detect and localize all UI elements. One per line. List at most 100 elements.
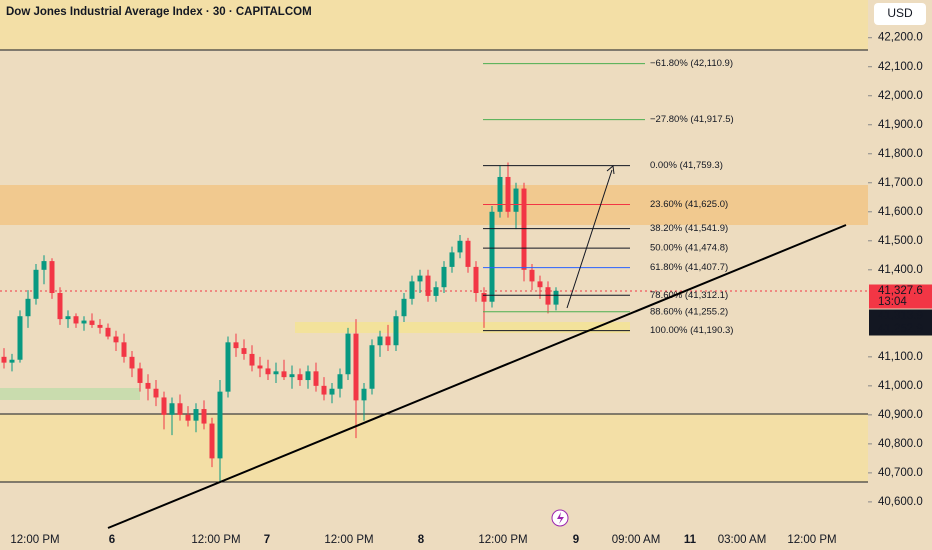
candle-body <box>473 266 479 294</box>
candle-body <box>241 348 247 354</box>
y-tick-label: 41,500.0 <box>878 235 923 247</box>
event-icon-bolt <box>557 512 564 524</box>
y-tick-label: 40,700.0 <box>878 467 923 479</box>
candle-body <box>401 298 407 317</box>
y-tick-label: 41,400.0 <box>878 264 923 276</box>
candle-body <box>57 293 63 320</box>
candle-body <box>137 368 143 383</box>
y-tick-label: 41,000.0 <box>878 380 923 392</box>
candle-body <box>433 287 439 296</box>
y-tick-label: 40,600.0 <box>878 496 923 508</box>
candle-body <box>89 320 95 325</box>
candle-body <box>33 269 39 299</box>
price-tag <box>869 322 932 336</box>
candle-body <box>129 356 135 369</box>
candle-body <box>305 371 311 381</box>
y-tick-label: 41,800.0 <box>878 148 923 160</box>
x-tick-label: 12:00 PM <box>324 534 373 546</box>
y-tick-label: 42,100.0 <box>878 61 923 73</box>
fib-label: −61.80% (42,110.9) <box>650 58 733 69</box>
fib-label: 23.60% (41,625.0) <box>650 199 728 210</box>
candle-body <box>217 391 223 459</box>
currency-button[interactable] <box>874 3 926 25</box>
candle-body <box>457 240 463 253</box>
candle-body <box>201 409 207 424</box>
y-tick-label: 41,900.0 <box>878 119 923 131</box>
candle-body <box>65 316 71 320</box>
price-tag <box>869 309 932 323</box>
trendline <box>107 224 847 529</box>
candle-body <box>337 374 343 389</box>
currency[interactable]: USD <box>887 6 913 20</box>
y-tick-label: 40,800.0 <box>878 438 923 450</box>
price-tag-label: 41,327.6 <box>878 285 923 297</box>
candle-body <box>545 287 551 305</box>
candle-body <box>193 409 199 421</box>
candle-body <box>505 176 511 212</box>
y-tick-label: 42,200.0 <box>878 32 923 44</box>
candle-body <box>1 356 7 363</box>
candle-body <box>441 266 447 288</box>
candle-body <box>313 371 319 386</box>
candle-body <box>177 403 183 415</box>
candle-body <box>385 336 391 346</box>
fib-label: −27.80% (41,917.5) <box>650 114 734 125</box>
candle-body <box>25 298 31 317</box>
y-tick-label: 41,700.0 <box>878 177 923 189</box>
candle-body <box>361 388 367 401</box>
y-tick-label: 41,100.0 <box>878 351 923 363</box>
candle-body <box>265 368 271 375</box>
candle-body <box>553 290 559 305</box>
candle-body <box>41 261 47 270</box>
candle-body <box>249 353 255 366</box>
fib-label: 38.20% (41,541.9) <box>650 223 728 234</box>
candle-body <box>225 342 231 392</box>
candle-body <box>489 211 495 302</box>
candle-body <box>297 374 303 381</box>
x-tick-label: 12:00 PM <box>787 534 836 546</box>
candle-body <box>521 188 527 270</box>
x-tick-label: 6 <box>109 534 115 546</box>
candle-body <box>233 342 239 349</box>
x-tick-label: 12:00 PM <box>191 534 240 546</box>
y-tick-label: 41,600.0 <box>878 206 923 218</box>
candle-body <box>425 275 431 296</box>
candle-body <box>497 176 503 212</box>
candle-body <box>153 388 159 398</box>
candle-body <box>145 382 151 389</box>
candle-body <box>73 316 79 324</box>
x-tick-label: 09:00 AM <box>612 534 661 546</box>
candle-body <box>209 423 215 459</box>
fib-label: 88.60% (41,255.2) <box>650 306 728 317</box>
candle-body <box>537 281 543 288</box>
zone-orange <box>0 185 868 225</box>
candle-body <box>465 240 471 267</box>
fib-label: 50.00% (41,474.8) <box>650 243 728 254</box>
candle-body <box>113 336 119 343</box>
price-axis <box>868 0 932 550</box>
price-tag-label: 41,252.9 <box>878 323 923 335</box>
candle-body <box>417 275 423 282</box>
x-tick-label: 11 <box>684 534 697 546</box>
x-tick-label: 12:00 PM <box>10 534 59 546</box>
zone-bottom <box>0 414 868 482</box>
fib-label: 78.60% (41,312.1) <box>650 290 728 301</box>
candle-body <box>161 397 167 415</box>
candle-body <box>49 261 55 294</box>
candle-body <box>17 316 23 360</box>
price-tag <box>869 284 932 309</box>
zone-yellow <box>295 322 630 333</box>
title: Dow Jones Industrial Average Index · 30 … <box>6 6 312 18</box>
candle-body <box>513 188 519 212</box>
zone-top <box>0 0 868 50</box>
candle-body <box>289 374 295 378</box>
fib-label: 100.00% (41,190.3) <box>650 325 733 336</box>
marks: −61.80% (42,110.9) −27.80% (41,917.5) 0.00… <box>1 58 734 482</box>
candle-body <box>9 359 15 363</box>
candle-body <box>393 316 399 346</box>
candle-body <box>529 269 535 282</box>
candle-body <box>273 371 279 375</box>
candle-body <box>97 324 103 328</box>
price-tag-label: 41,313.9 <box>878 310 923 322</box>
